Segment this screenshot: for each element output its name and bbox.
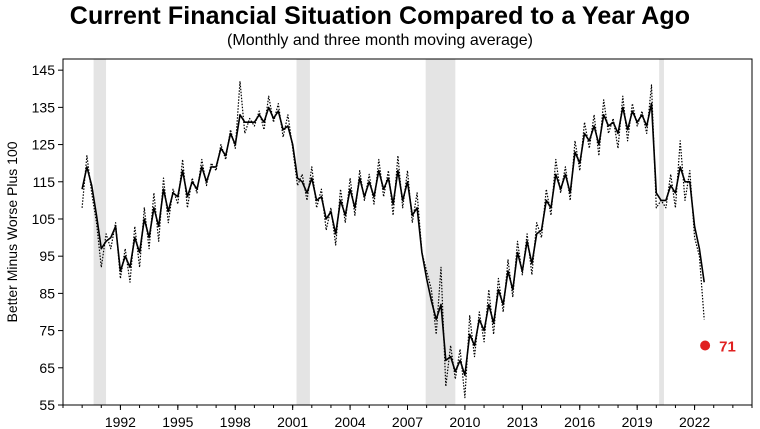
last-value-label: 71: [719, 338, 736, 355]
recession-band-2: [296, 59, 310, 405]
x-tick-label: 2010: [449, 414, 480, 429]
plot-frame: [62, 58, 753, 406]
y-tick-label: 75: [39, 323, 55, 339]
x-tick-label: 2007: [392, 414, 423, 429]
recession-band-1: [93, 59, 107, 405]
y-tick-label: 135: [32, 99, 56, 115]
x-tick-label: 1995: [162, 414, 193, 429]
y-tick-label: 85: [39, 285, 55, 301]
x-tick-label: 2016: [564, 414, 595, 429]
y-tick-label: 115: [33, 174, 56, 190]
x-tick-label: 2004: [335, 414, 366, 429]
recession-band-4: [659, 59, 664, 405]
series-lines: [81, 80, 705, 399]
recession-band-3: [425, 59, 456, 405]
recession-bands: [93, 59, 664, 405]
chart-title: Current Financial Situation Compared to …: [69, 2, 691, 30]
last-value-marker: [700, 340, 711, 351]
x-tick-label: 2022: [679, 414, 710, 429]
chart-subtitle: (Monthly and three month moving average): [227, 32, 533, 49]
moving-average-line: [81, 102, 705, 377]
y-tick-label: 55: [39, 397, 55, 413]
y-tick-label: 65: [39, 360, 55, 376]
monthly-series-line: [81, 80, 705, 399]
x-tick-label: 1998: [220, 414, 251, 429]
y-tick-label: 105: [32, 211, 56, 227]
last-value-marker-group: 71: [700, 338, 736, 355]
y-tick-label: 125: [32, 137, 56, 153]
chart-axes: 55 65 75 85 95 105 115 125 135 145 1992 1995 1998 200…: [32, 58, 753, 429]
x-tick-label: 2013: [507, 414, 538, 429]
x-tick-label: 2001: [277, 414, 308, 429]
y-tick-label: 145: [32, 62, 56, 78]
y-axis-label: Better Minus Worse Plus 100: [4, 141, 20, 322]
x-tick-label: 1992: [105, 414, 136, 429]
x-tick-label: 2019: [622, 414, 653, 429]
y-tick-label: 95: [39, 248, 55, 264]
